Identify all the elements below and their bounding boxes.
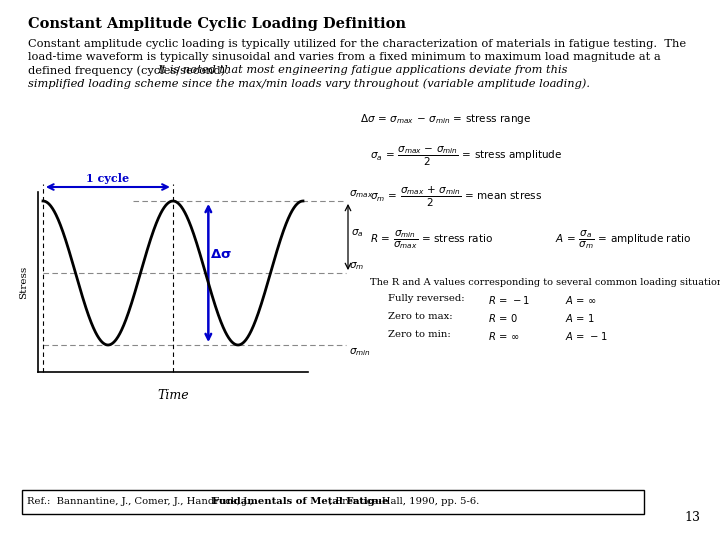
Text: Fully reversed:: Fully reversed: — [388, 294, 464, 303]
Text: $R\,=\,\infty$: $R\,=\,\infty$ — [488, 330, 520, 342]
Text: The R and A values corresponding to several common loading situations are:: The R and A values corresponding to seve… — [370, 278, 720, 287]
Text: $\mathbf{\Delta\sigma}$: $\mathbf{\Delta\sigma}$ — [210, 248, 233, 261]
Bar — [22, 490, 644, 514]
Text: It is noted that most engineering fatigue applications deviate from this: It is noted that most engineering fatigu… — [157, 65, 567, 75]
Text: $R\,=\,0$: $R\,=\,0$ — [488, 312, 518, 324]
Text: $\sigma_a\,=\,\dfrac{\sigma_{max}\,-\,\sigma_{min}}{2}\,=\,\text{stress amplitud: $\sigma_a\,=\,\dfrac{\sigma_{max}\,-\,\s… — [370, 145, 562, 168]
Text: $R\,=\,\dfrac{\sigma_{min}}{\sigma_{max}}\,=\,\text{stress ratio}$: $R\,=\,\dfrac{\sigma_{min}}{\sigma_{max}… — [370, 228, 493, 251]
Text: Constant Amplitude Cyclic Loading Definition: Constant Amplitude Cyclic Loading Defini… — [28, 17, 406, 31]
Text: Time: Time — [157, 389, 189, 402]
Text: $\sigma_{max}$: $\sigma_{max}$ — [349, 188, 374, 200]
Text: Fundamentals of Metal Fatigue: Fundamentals of Metal Fatigue — [212, 497, 388, 507]
Text: load-time waveform is typically sinusoidal and varies from a fixed minimum to ma: load-time waveform is typically sinusoid… — [28, 52, 661, 62]
Text: defined frequency (cycles/second).: defined frequency (cycles/second). — [28, 65, 236, 76]
Text: $\sigma_a$: $\sigma_a$ — [351, 227, 364, 239]
Text: $\sigma_{min}$: $\sigma_{min}$ — [349, 346, 371, 358]
Text: $A\,=\,\infty$: $A\,=\,\infty$ — [565, 294, 597, 306]
Text: Constant amplitude cyclic loading is typically utilized for the characterization: Constant amplitude cyclic loading is typ… — [28, 39, 686, 49]
Text: Zero to max:: Zero to max: — [388, 312, 453, 321]
Text: $\Delta\sigma\,=\,\sigma_{max}\,-\,\sigma_{min}\,=\,\text{stress range}$: $\Delta\sigma\,=\,\sigma_{max}\,-\,\sigm… — [360, 112, 531, 126]
Text: Zero to min:: Zero to min: — [388, 330, 451, 339]
Text: $A\,=\,\dfrac{\sigma_a}{\sigma_m}\,=\,\text{amplitude ratio}$: $A\,=\,\dfrac{\sigma_a}{\sigma_m}\,=\,\t… — [555, 228, 691, 251]
Text: , Prentice-Hall, 1990, pp. 5-6.: , Prentice-Hall, 1990, pp. 5-6. — [329, 497, 480, 507]
Text: simplified loading scheme since the max/min loads vary throughout (variable ampl: simplified loading scheme since the max/… — [28, 78, 590, 89]
Text: $\sigma_m\,=\,\dfrac{\sigma_{max}\,+\,\sigma_{min}}{2}\,=\,\text{mean stress}$: $\sigma_m\,=\,\dfrac{\sigma_{max}\,+\,\s… — [370, 185, 542, 209]
Text: $\sigma_m$: $\sigma_m$ — [349, 260, 364, 272]
Text: Stress: Stress — [19, 265, 29, 299]
Text: Ref.:  Bannantine, J., Comer, J., Handrock, J.,: Ref.: Bannantine, J., Comer, J., Handroc… — [27, 497, 256, 507]
Text: 1 cycle: 1 cycle — [86, 173, 130, 184]
Text: $A\,=\,-1$: $A\,=\,-1$ — [565, 330, 608, 342]
Text: 13: 13 — [684, 511, 700, 524]
Text: $A\,=\,1$: $A\,=\,1$ — [565, 312, 595, 324]
Text: $R\,=\,-1$: $R\,=\,-1$ — [488, 294, 530, 306]
